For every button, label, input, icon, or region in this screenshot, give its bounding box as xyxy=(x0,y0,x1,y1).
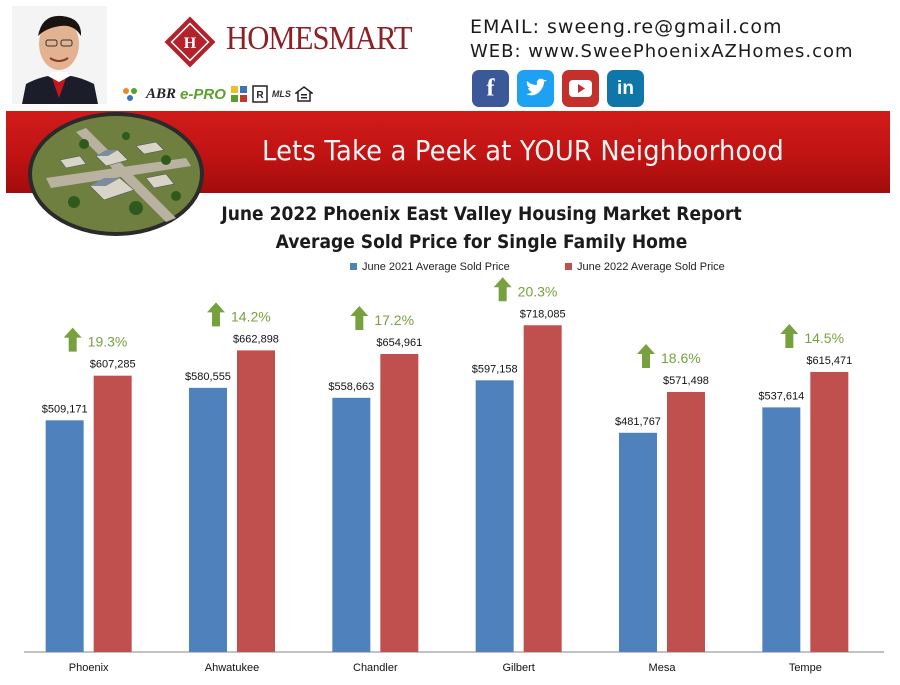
growth-label: 14.2% xyxy=(231,308,271,324)
contact-email: EMAIL: sweeng.re@gmail.com xyxy=(470,16,783,38)
svg-text:R: R xyxy=(256,90,264,101)
legend-swatch xyxy=(350,263,357,270)
bar xyxy=(810,371,849,652)
legend-label: June 2021 Average Sold Price xyxy=(362,261,510,273)
bar xyxy=(475,380,514,652)
data-label: $537,614 xyxy=(758,390,804,402)
banner-headline: Lets Take a Peek at YOUR Neighborhood xyxy=(262,134,784,167)
category-label: Chandler xyxy=(353,662,398,674)
growth-label: 18.6% xyxy=(661,350,701,366)
bar xyxy=(619,432,657,652)
data-label: $580,555 xyxy=(185,371,231,383)
data-label: $571,498 xyxy=(663,375,709,387)
brand-name: HOMESMART xyxy=(226,20,412,57)
bar xyxy=(332,397,371,652)
homesmart-logo: H HOMESMART xyxy=(162,14,412,72)
neighborhood-image xyxy=(28,112,204,236)
institute-icon xyxy=(123,88,137,101)
svg-text:H: H xyxy=(184,35,197,52)
growth-arrow-icon xyxy=(493,277,512,302)
growth-arrow-icon xyxy=(63,327,82,352)
abr-logo: ABR xyxy=(146,85,177,102)
growth-label: 19.3% xyxy=(88,334,128,350)
data-label: $662,898 xyxy=(233,333,279,345)
bar xyxy=(93,375,132,652)
data-label: $481,767 xyxy=(615,416,661,428)
epro-logo: e-PRO xyxy=(180,85,226,103)
linkedin-icon[interactable]: in xyxy=(607,70,644,107)
page-header: H HOMESMART ABR e-PRO R MLS EMAIL: sween… xyxy=(0,0,900,110)
category-label: Tempe xyxy=(789,662,822,674)
data-label: $718,085 xyxy=(520,308,566,320)
chart-subtitle: Average Sold Price for Single Family Hom… xyxy=(275,231,688,253)
realtor-icon: R xyxy=(252,85,268,103)
data-label: $509,171 xyxy=(42,403,88,415)
bar xyxy=(45,420,84,652)
legend-label: June 2022 Average Sold Price xyxy=(577,261,725,273)
bar xyxy=(762,407,801,652)
bar xyxy=(237,350,275,652)
data-label: $597,158 xyxy=(472,363,518,375)
equal-housing-icon xyxy=(294,86,313,102)
homesmart-emblem-icon: H xyxy=(164,16,216,68)
growth-arrow-icon xyxy=(350,305,369,330)
twitter-icon[interactable] xyxy=(517,70,554,107)
category-label: Mesa xyxy=(649,662,677,674)
certification-logos: ABR e-PRO R MLS xyxy=(118,82,388,106)
bar xyxy=(189,387,227,652)
contact-website: WEB: www.SweePhoenixAZHomes.com xyxy=(470,41,854,62)
data-label: $558,663 xyxy=(328,381,374,393)
growth-label: 17.2% xyxy=(374,312,414,328)
category-label: Phoenix xyxy=(69,662,109,674)
youtube-icon[interactable] xyxy=(562,70,599,107)
chart-title: June 2022 Phoenix East Valley Housing Ma… xyxy=(221,203,742,225)
data-label: $615,471 xyxy=(806,355,852,367)
category-label: Ahwatukee xyxy=(205,662,259,674)
growth-arrow-icon xyxy=(207,302,225,327)
growth-label: 14.5% xyxy=(804,330,844,346)
bar xyxy=(667,391,705,652)
bar xyxy=(523,325,562,652)
data-label: $607,285 xyxy=(90,359,136,371)
growth-arrow-icon xyxy=(780,323,799,348)
facebook-icon[interactable]: f xyxy=(472,70,509,107)
diversity-icon xyxy=(230,86,247,102)
legend-swatch xyxy=(565,263,572,270)
bar xyxy=(380,353,419,652)
mls-logo: MLS xyxy=(271,89,291,99)
growth-label: 20.3% xyxy=(518,283,558,299)
category-label: Gilbert xyxy=(502,662,534,674)
agent-photo xyxy=(12,6,107,104)
growth-arrow-icon xyxy=(637,343,655,368)
data-label: $654,961 xyxy=(376,337,422,349)
